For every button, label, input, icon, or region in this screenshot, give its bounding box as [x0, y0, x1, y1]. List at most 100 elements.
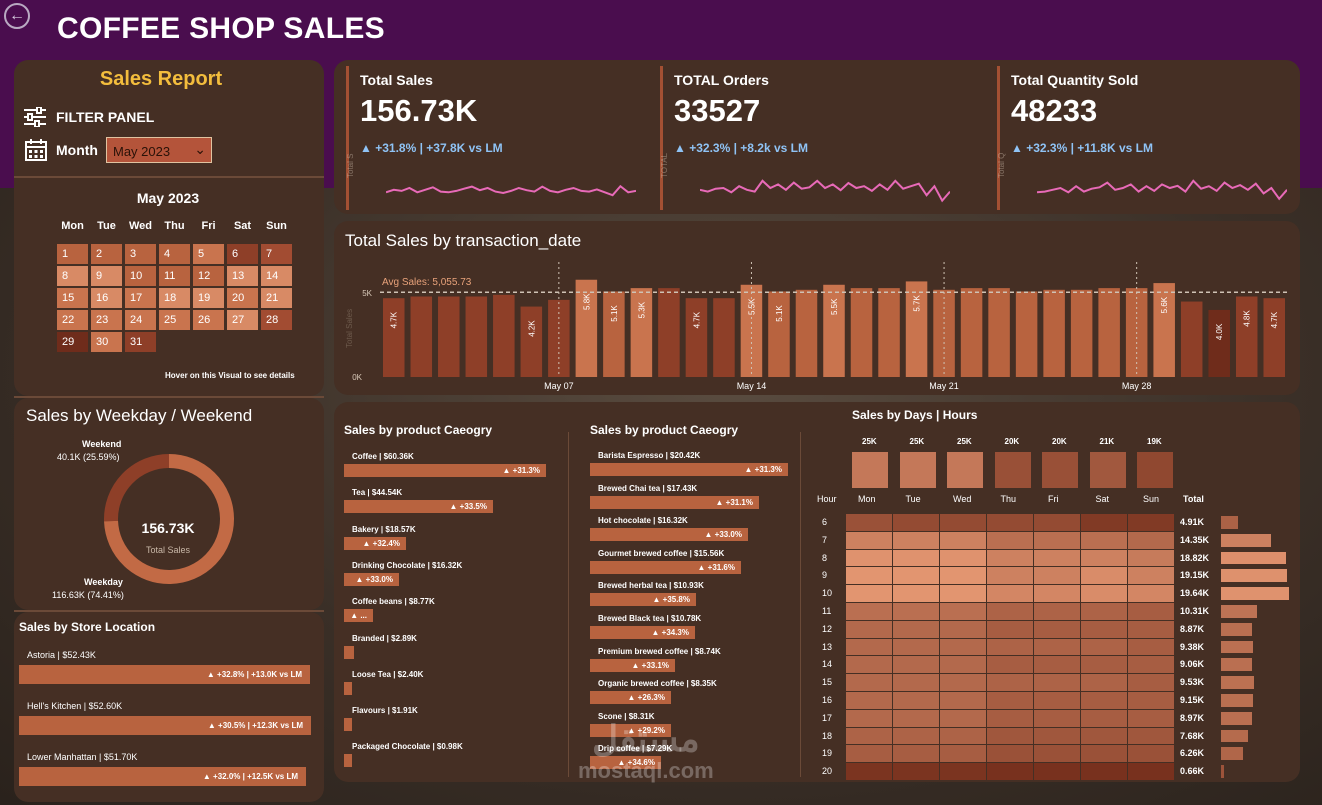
heatmap-cell[interactable] — [987, 514, 1033, 531]
calendar-day[interactable]: 24 — [125, 310, 156, 330]
heatmap-cell[interactable] — [1128, 514, 1174, 531]
category-bar[interactable]: ▲ +31.6% — [590, 560, 741, 574]
category-bar[interactable]: ▲ +26.3% — [590, 691, 671, 705]
heatmap-cell[interactable] — [1034, 585, 1080, 602]
calendar-day[interactable]: 27 — [227, 310, 258, 330]
heatmap-cell[interactable] — [1128, 656, 1174, 674]
heatmap-cell[interactable] — [940, 745, 986, 763]
daily-sales-chart[interactable]: 0K 5K Total Sales 4.7K 4.2K 5.8K 5.1K 5.3K 4.7K 5… — [340, 258, 1298, 393]
calendar-day[interactable]: 2 — [91, 244, 122, 264]
daily-bar[interactable] — [1208, 309, 1230, 377]
calendar-day[interactable]: 25 — [159, 310, 190, 330]
heatmap-cell[interactable] — [1034, 727, 1080, 745]
weekday-weekend-donut[interactable] — [98, 448, 240, 590]
heatmap-cell[interactable] — [1034, 674, 1080, 691]
daily-bar[interactable] — [410, 296, 433, 377]
calendar-day[interactable]: 28 — [261, 310, 292, 330]
daily-bar[interactable] — [1235, 296, 1258, 377]
category-bar[interactable]: ▲ +29.2% — [590, 723, 671, 737]
heatmap-cell[interactable] — [893, 531, 939, 549]
daily-bar[interactable] — [795, 289, 818, 377]
heatmap-cell[interactable] — [893, 549, 939, 567]
heatmap-cell[interactable] — [1034, 531, 1080, 549]
heatmap-cell[interactable] — [846, 692, 892, 709]
calendar-day[interactable]: 10 — [125, 266, 156, 286]
heatmap-cell[interactable] — [940, 549, 986, 567]
heatmap-cell[interactable] — [1081, 727, 1127, 745]
heatmap-cell[interactable] — [893, 514, 939, 531]
heatmap-cell[interactable] — [846, 620, 892, 638]
daily-bar[interactable] — [493, 294, 515, 377]
heatmap-cell[interactable] — [987, 709, 1033, 727]
heatmap-cell[interactable] — [893, 620, 939, 638]
heatmap-cell[interactable] — [1081, 585, 1127, 602]
calendar-day[interactable]: 7 — [261, 244, 292, 264]
daily-bar[interactable] — [438, 296, 460, 377]
heatmap-cell[interactable] — [846, 638, 892, 656]
hour-total-bar[interactable] — [1221, 533, 1271, 547]
category-bar[interactable]: ▲ +33.5% — [344, 500, 493, 514]
store-bar[interactable]: ▲ +32.0% | +12.5K vs LM — [19, 767, 306, 786]
calendar-day[interactable]: 16 — [91, 288, 122, 308]
daily-bar[interactable] — [603, 291, 625, 377]
calendar-day[interactable]: 9 — [91, 266, 122, 286]
heatmap-cell[interactable] — [940, 567, 986, 585]
heatmap-cell[interactable] — [940, 531, 986, 549]
heatmap-cell[interactable] — [1081, 674, 1127, 691]
category-bar[interactable] — [344, 754, 352, 768]
category-bar[interactable]: ▲ +35.8% — [590, 593, 696, 607]
heatmap-cell[interactable] — [846, 531, 892, 549]
calendar-day[interactable]: 12 — [193, 266, 224, 286]
heatmap-cell[interactable] — [940, 638, 986, 656]
heatmap-cell[interactable] — [1034, 603, 1080, 620]
heatmap-cell[interactable] — [940, 620, 986, 638]
hour-total-bar[interactable] — [1221, 711, 1252, 725]
heatmap-cell[interactable] — [987, 674, 1033, 691]
category-bar[interactable] — [344, 645, 354, 659]
day-total-box[interactable] — [947, 452, 983, 488]
daily-bar[interactable] — [713, 298, 735, 377]
store-bar[interactable]: ▲ +30.5% | +12.3K vs LM — [19, 716, 311, 735]
heatmap-cell[interactable] — [893, 709, 939, 727]
heatmap-cell[interactable] — [846, 514, 892, 531]
heatmap-cell[interactable] — [987, 603, 1033, 620]
heatmap-cell[interactable] — [1081, 549, 1127, 567]
heatmap-cell[interactable] — [1034, 514, 1080, 531]
heatmap-cell[interactable] — [1034, 709, 1080, 727]
category-bar[interactable] — [344, 681, 352, 695]
month-dropdown[interactable]: May 2023 ⌄ — [105, 137, 212, 163]
hour-total-bar[interactable] — [1221, 729, 1248, 743]
heatmap-cell[interactable] — [893, 585, 939, 602]
heatmap-cell[interactable] — [987, 549, 1033, 567]
heatmap-cell[interactable] — [987, 745, 1033, 763]
daily-bar[interactable] — [520, 306, 543, 377]
back-arrow-icon[interactable]: ← — [4, 3, 30, 29]
calendar-day[interactable]: 21 — [261, 288, 292, 308]
day-total-box[interactable] — [1137, 452, 1173, 488]
heatmap-cell[interactable] — [846, 763, 892, 780]
heatmap-cell[interactable] — [1034, 638, 1080, 656]
daily-bar[interactable] — [850, 288, 873, 377]
heatmap-cell[interactable] — [1034, 656, 1080, 674]
calendar-day[interactable]: 22 — [57, 310, 88, 330]
category-bar[interactable]: ▲ +33.0% — [590, 528, 748, 542]
heatmap-cell[interactable] — [1081, 709, 1127, 727]
heatmap-cell[interactable] — [987, 763, 1033, 780]
heatmap-cell[interactable] — [1034, 549, 1080, 567]
heatmap-cell[interactable] — [893, 603, 939, 620]
calendar-day[interactable]: 6 — [227, 244, 258, 264]
daily-bar[interactable] — [658, 288, 680, 377]
daily-bar[interactable] — [768, 291, 790, 377]
category-bar[interactable]: ▲ ... — [344, 609, 373, 623]
kpi-sparkline[interactable] — [700, 170, 950, 206]
day-total-box[interactable] — [899, 452, 936, 488]
daily-bar[interactable] — [740, 284, 763, 377]
calendar-day[interactable]: 4 — [159, 244, 190, 264]
hour-total-bar[interactable] — [1221, 516, 1238, 529]
calendar-day[interactable]: 3 — [125, 244, 156, 264]
donut-slice-weekend[interactable] — [104, 454, 170, 522]
heatmap-cell[interactable] — [1081, 620, 1127, 638]
hour-total-bar[interactable] — [1221, 551, 1286, 565]
heatmap-cell[interactable] — [1081, 514, 1127, 531]
daily-bar[interactable] — [383, 298, 405, 377]
